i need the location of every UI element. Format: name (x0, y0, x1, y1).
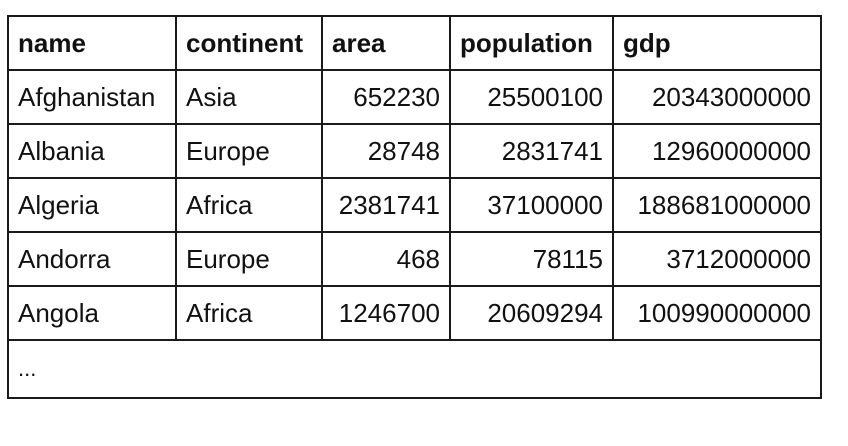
cell-area: 468 (321, 231, 451, 287)
cell-continent: Africa (175, 285, 323, 341)
cell-gdp: 188681000000 (612, 177, 822, 233)
cell-population: 2831741 (449, 123, 614, 179)
ellipsis-cell: ... (7, 339, 822, 399)
cell-gdp: 100990000000 (612, 285, 822, 341)
cell-area: 652230 (321, 69, 451, 125)
cell-name: Afghanistan (7, 69, 177, 125)
cell-continent: Asia (175, 69, 323, 125)
data-table: name continent area population gdp Afgha… (7, 15, 822, 399)
cell-gdp: 3712000000 (612, 231, 822, 287)
table-row: Albania Europe 28748 2831741 12960000000 (7, 123, 822, 179)
cell-population: 25500100 (449, 69, 614, 125)
table-row: Angola Africa 1246700 20609294 100990000… (7, 285, 822, 341)
column-header-name: name (7, 15, 177, 71)
cell-name: Angola (7, 285, 177, 341)
cell-area: 28748 (321, 123, 451, 179)
header-row: name continent area population gdp (7, 15, 822, 71)
column-header-continent: continent (175, 15, 323, 71)
ellipsis-row: ... (7, 339, 822, 399)
table-row: Algeria Africa 2381741 37100000 18868100… (7, 177, 822, 233)
cell-population: 20609294 (449, 285, 614, 341)
cell-name: Albania (7, 123, 177, 179)
cell-population: 78115 (449, 231, 614, 287)
table-row: Andorra Europe 468 78115 3712000000 (7, 231, 822, 287)
column-header-gdp: gdp (612, 15, 822, 71)
cell-population: 37100000 (449, 177, 614, 233)
cell-continent: Europe (175, 231, 323, 287)
cell-continent: Europe (175, 123, 323, 179)
column-header-area: area (321, 15, 451, 71)
cell-gdp: 12960000000 (612, 123, 822, 179)
cell-gdp: 20343000000 (612, 69, 822, 125)
cell-area: 1246700 (321, 285, 451, 341)
cell-name: Andorra (7, 231, 177, 287)
cell-continent: Africa (175, 177, 323, 233)
cell-area: 2381741 (321, 177, 451, 233)
table-row: Afghanistan Asia 652230 25500100 2034300… (7, 69, 822, 125)
column-header-population: population (449, 15, 614, 71)
cell-name: Algeria (7, 177, 177, 233)
